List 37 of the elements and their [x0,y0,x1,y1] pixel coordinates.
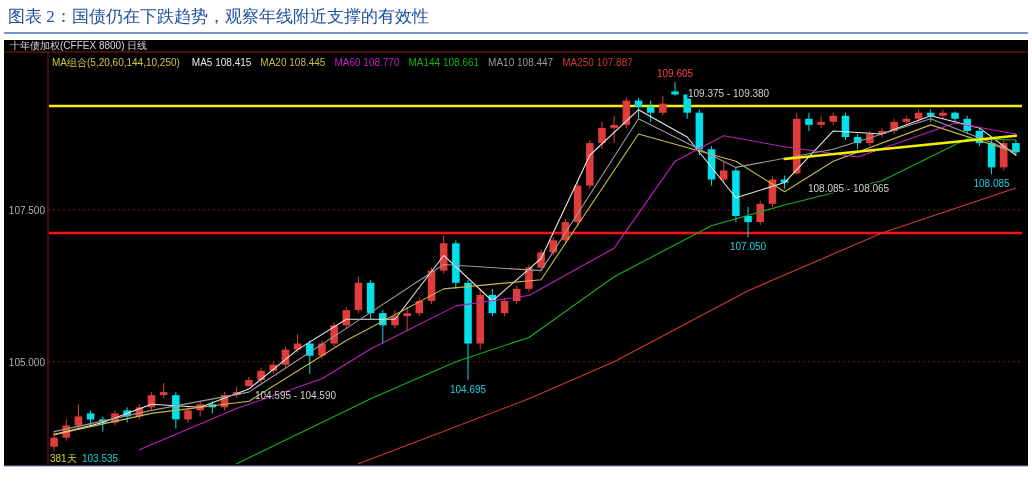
candlestick [719,160,728,184]
y-tick-label: 107.500 [8,204,46,216]
candlestick [744,206,752,238]
candlestick [939,109,947,120]
candlestick [671,81,679,97]
annotation: 109.605 [656,68,694,80]
annotation: 108.085 [973,178,1011,190]
chart-subtitle: 十年债加权(CFFEX 8800) 日线 [10,40,148,51]
annotation: 108.085 - 108.065 [808,183,890,194]
candlestick [634,97,643,120]
annotation: 381天 [50,453,77,464]
text: MA5 108.415 [191,57,252,68]
candlestick [403,306,411,332]
text: MA144 108.661 [408,57,480,68]
chart-title: 图表 2：国债仍在下跌趋势，观察年线附近支撑的有效性 [8,7,429,26]
text: MA10 108.447 [488,57,554,68]
candlestick [805,112,813,132]
y-tick-label: 105.000 [8,356,46,368]
annotation: 107.050 [729,241,767,253]
text: MA250 107.887 [562,57,634,68]
annotation: 103.535 [82,453,119,464]
candlestick [610,115,618,144]
annotation: 104.695 [449,384,487,396]
text: MA20 108.445 [260,57,326,68]
annotation: 109.375 - 109.380 [688,88,770,99]
candlestick [756,200,765,226]
legend-title: MA组合(5,20,60,144,10,250) [52,57,180,68]
candlestick [659,95,667,117]
candlestick [512,285,521,305]
candlestick [817,115,825,129]
line-series [236,138,1017,465]
text: MA60 108.770 [334,57,400,68]
candlestick [74,403,83,430]
candlestick [598,121,606,150]
candlestick [646,100,655,123]
candlestick [50,431,58,452]
candlestick [549,236,558,256]
